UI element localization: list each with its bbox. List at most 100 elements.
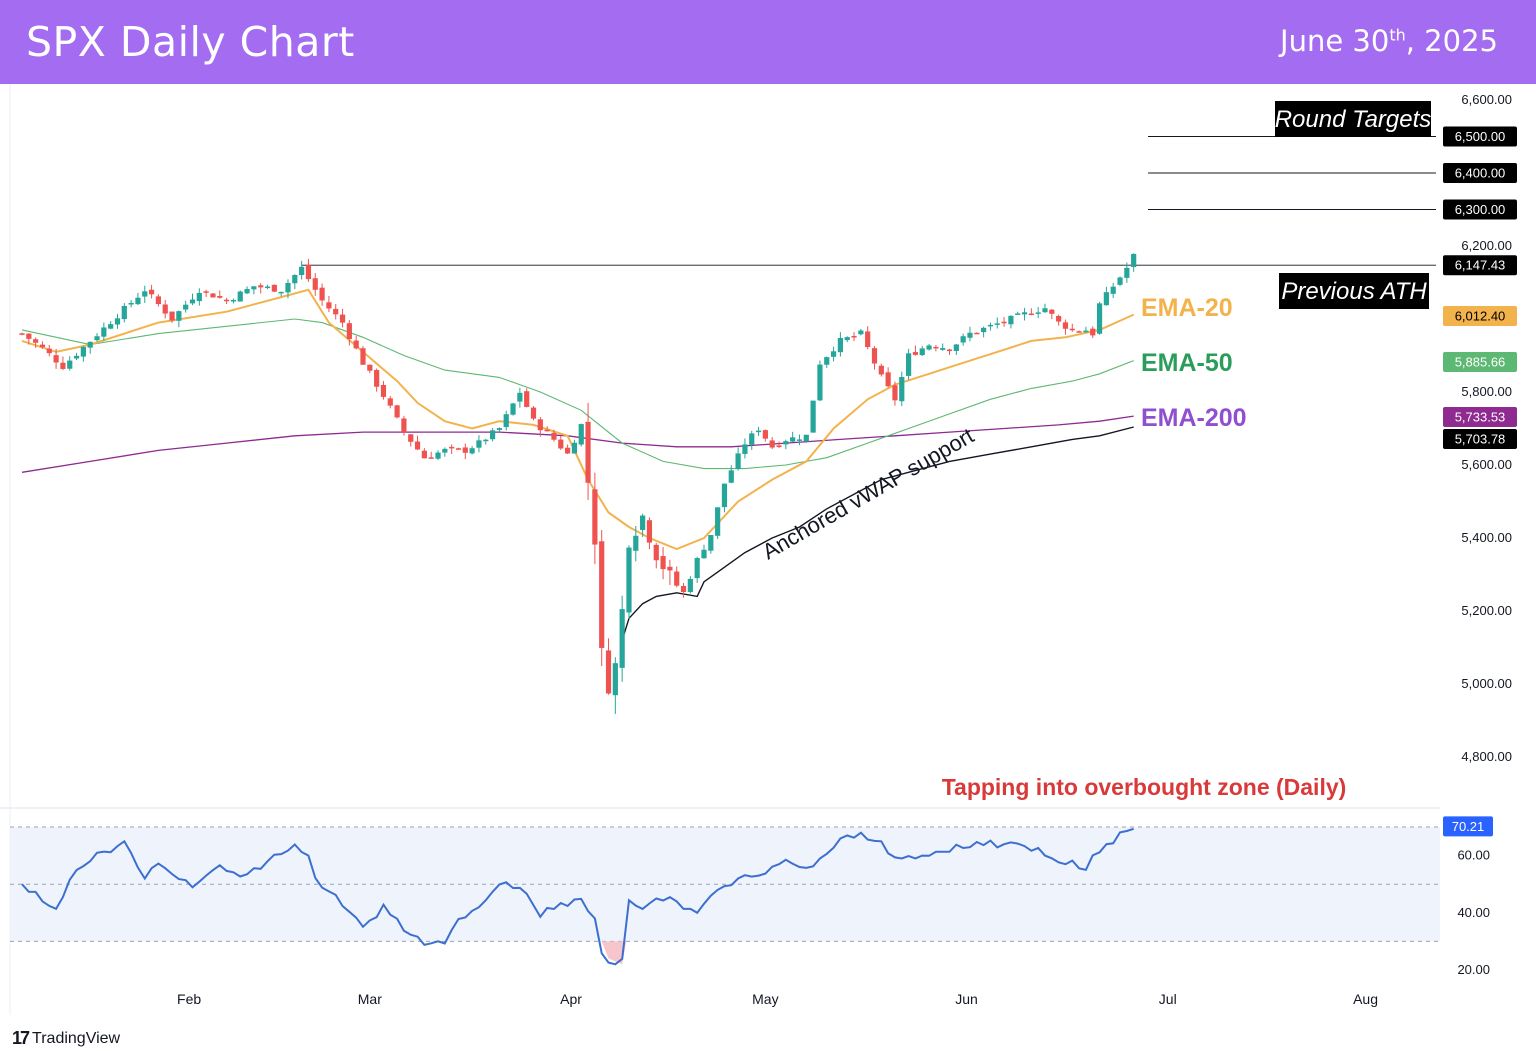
candle-body	[953, 344, 959, 351]
candle-body	[517, 392, 523, 402]
candle-body	[271, 284, 277, 292]
candle-body	[19, 333, 25, 335]
candle-body	[762, 430, 768, 439]
vwap-label: Anchored vWAP support	[758, 423, 978, 564]
ema50-line	[21, 318, 1134, 470]
candle-body	[728, 470, 734, 483]
tradingview-logo: 17 TradingView	[12, 1028, 120, 1049]
candle-body	[462, 447, 468, 453]
candle-body	[380, 384, 387, 397]
candle-body	[749, 433, 755, 445]
candle-body	[592, 489, 598, 545]
candle-body	[230, 299, 237, 302]
candle-body	[803, 434, 809, 442]
candle-body	[1015, 313, 1021, 315]
candle-body	[114, 318, 121, 325]
candle-body	[1042, 308, 1048, 313]
candle-body	[46, 348, 52, 354]
price-tag-bg	[1443, 306, 1517, 326]
candle-body	[708, 535, 714, 551]
candle-body	[292, 275, 298, 284]
tradingview-logo-mark: 17	[12, 1028, 30, 1048]
candle-body	[694, 558, 700, 579]
chart-date: June 30th, 2025	[1280, 24, 1498, 58]
candle-body	[960, 336, 966, 343]
candle-body	[817, 364, 823, 401]
candle-body	[660, 556, 666, 570]
candle-body	[680, 585, 687, 592]
rsi-oversold-fill	[601, 941, 627, 965]
candle-body	[1117, 277, 1123, 285]
price-axis-tick: 5,200.00	[1461, 603, 1512, 618]
candle-body	[483, 439, 489, 442]
candle-body	[721, 483, 728, 508]
candle-body	[449, 446, 455, 449]
time-axis-tick: Jul	[1159, 991, 1177, 1007]
candle-body	[196, 292, 202, 302]
time-axis-tick: Apr	[560, 991, 582, 1007]
price-tag-label: 6,012.40	[1455, 309, 1506, 324]
candle-body	[80, 346, 86, 357]
candle-body	[578, 424, 584, 445]
candle-body	[830, 351, 837, 357]
rsi-axis-tick: 20.00	[1457, 962, 1490, 977]
candle-body	[374, 370, 380, 387]
time-axis-tick: Feb	[177, 991, 201, 1007]
candle-body	[278, 291, 284, 294]
candle-body	[558, 439, 564, 449]
rsi-axis-tick: 40.00	[1457, 905, 1490, 920]
rsi-value-tag: 70.21	[1452, 819, 1485, 834]
previous-ath-box	[1279, 273, 1429, 309]
rsi-line	[21, 827, 1135, 966]
chart-canvas[interactable]: 6,600.00 6,200.00 5,800.00 5,600.00 5,400.00…	[0, 84, 1536, 1020]
price-axis-tick: 6,600.00	[1461, 92, 1512, 107]
candle-body	[810, 400, 816, 433]
candle-body	[305, 264, 312, 280]
candle-body	[926, 345, 932, 350]
candle-body	[421, 450, 427, 459]
candle-body	[503, 414, 509, 428]
candle-body	[128, 302, 134, 305]
price-tag-bg	[1443, 429, 1517, 449]
candle-body	[994, 323, 1000, 325]
candle-body	[203, 291, 209, 293]
candle-body	[394, 405, 400, 418]
candle-body	[906, 353, 912, 376]
ema200-line	[21, 415, 1134, 473]
candle-body	[715, 507, 721, 536]
price-tag-bg	[1443, 352, 1517, 372]
candle-body	[674, 571, 680, 586]
candle-body	[148, 289, 155, 295]
price-tag-bg	[1443, 163, 1517, 183]
candle-body	[776, 445, 782, 447]
candle-body	[435, 452, 441, 459]
candle-body	[319, 287, 325, 301]
candle-body	[919, 348, 925, 356]
price-tag-bg	[1443, 407, 1517, 427]
candle-body	[1008, 315, 1014, 325]
candle-body	[892, 385, 898, 401]
candle-body	[169, 311, 175, 321]
candle-body	[1124, 267, 1130, 278]
price-tag-label: 6,300.00	[1455, 202, 1506, 217]
candle-body	[108, 324, 114, 329]
candle-body	[865, 331, 871, 348]
price-tag-label: 5,885.66	[1455, 355, 1506, 370]
candle-body	[442, 448, 448, 453]
candle-body	[796, 439, 803, 441]
candle-body	[496, 428, 502, 431]
candle-body	[537, 419, 543, 431]
anchored-vwap-line	[621, 426, 1134, 641]
time-axis-tick: Jun	[955, 991, 978, 1007]
price-axis-tick: 5,800.00	[1461, 384, 1512, 399]
round-targets-label: Round Targets	[1275, 106, 1432, 133]
candle-body	[217, 296, 223, 298]
price-tag-label: 5,733.53	[1455, 410, 1506, 425]
candle-body	[237, 291, 243, 302]
candle-body	[878, 365, 884, 375]
chart-title: SPX Daily Chart	[26, 18, 355, 66]
candle-body	[455, 448, 462, 450]
candle-body	[837, 337, 843, 353]
candle-body	[1096, 303, 1103, 334]
candle-body	[73, 355, 80, 359]
